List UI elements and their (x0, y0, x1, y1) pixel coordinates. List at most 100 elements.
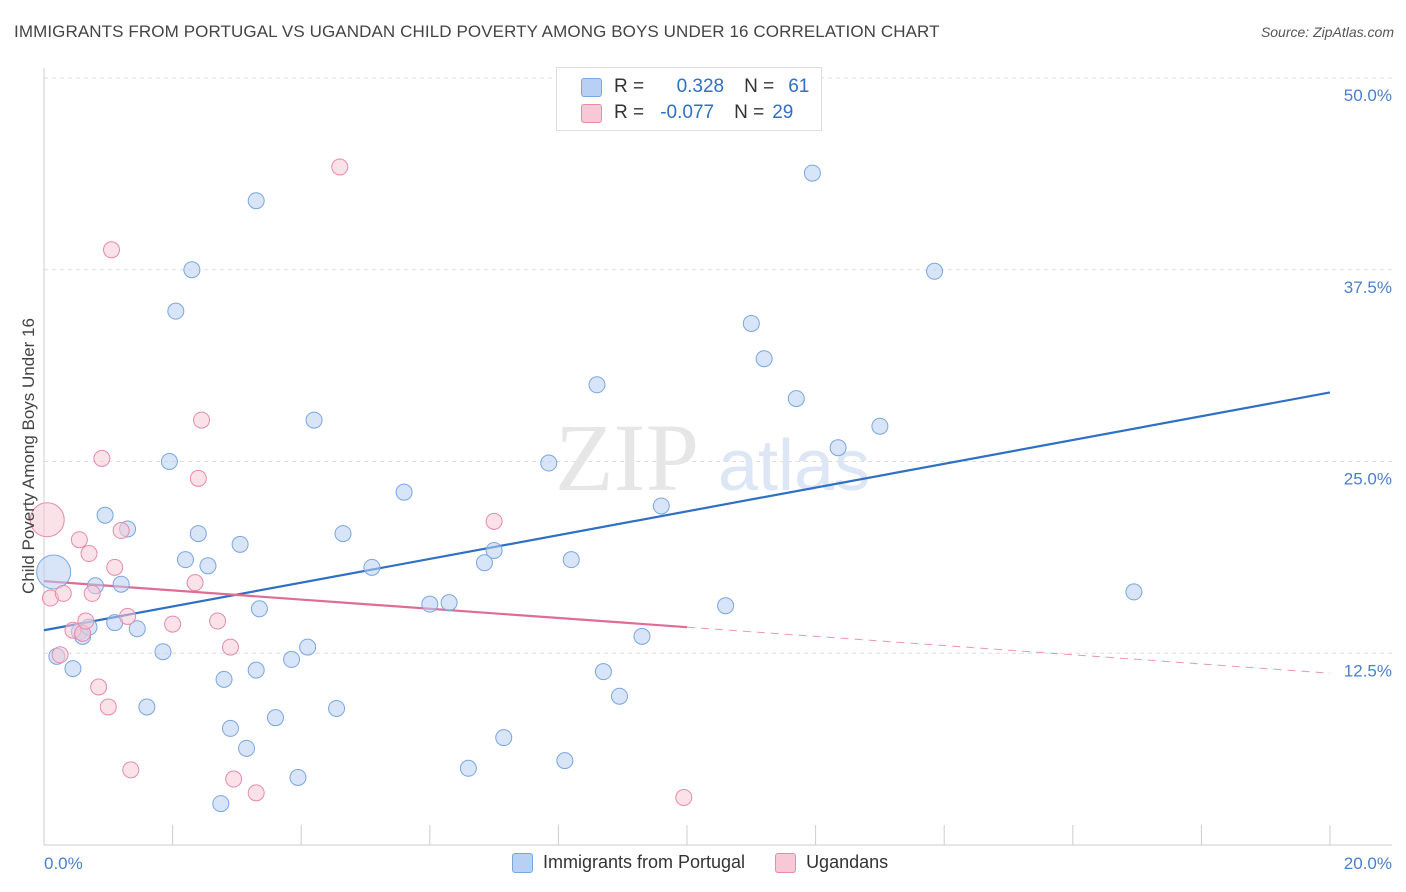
data-point (363, 558, 381, 576)
data-point (119, 607, 137, 625)
swatch-ugandans (581, 103, 602, 123)
data-point (93, 449, 111, 467)
legend-item-ugandans: Ugandans (775, 852, 888, 873)
data-point (36, 554, 72, 590)
data-point (199, 557, 217, 575)
x-tick-label: 0.0% (44, 854, 83, 873)
data-point (485, 541, 503, 559)
data-point (250, 600, 268, 618)
r-label: R = (614, 102, 645, 123)
data-point (299, 638, 317, 656)
data-point (186, 574, 204, 592)
data-point (289, 769, 307, 787)
data-point (610, 687, 628, 705)
data-point (231, 535, 249, 553)
legend-row-ugandans: R = -0.077 N = 29 (581, 101, 793, 125)
data-point (112, 575, 130, 593)
data-point (283, 650, 301, 668)
data-point (160, 453, 178, 470)
data-point (440, 594, 458, 612)
y-axis-label: Child Poverty Among Boys Under 16 (19, 318, 38, 594)
data-point (221, 719, 239, 737)
data-point (475, 554, 493, 572)
data-point (247, 784, 265, 802)
data-point (485, 512, 503, 530)
data-point (183, 261, 201, 279)
data-point (96, 506, 114, 524)
data-point (594, 663, 612, 681)
data-point (328, 699, 346, 717)
legend-label-portugal: Immigrants from Portugal (543, 852, 746, 872)
data-point (787, 390, 805, 408)
data-point (99, 698, 117, 716)
data-point (1125, 583, 1143, 601)
legend-row-portugal: R = 0.328 N = 61 (581, 75, 809, 99)
data-point (70, 531, 88, 549)
y-tick-label: 12.5% (1344, 661, 1392, 680)
trend-line (43, 391, 1331, 632)
y-tick-label: 37.5% (1344, 278, 1392, 297)
watermark-zip: ZIP (555, 404, 699, 511)
watermark-atlas: atlas (718, 426, 870, 506)
data-point (103, 241, 121, 259)
data-point (334, 525, 352, 543)
data-point (633, 627, 651, 645)
data-point (221, 638, 239, 656)
data-point (189, 525, 207, 543)
data-point (167, 302, 185, 320)
chart-title: IMMIGRANTS FROM PORTUGAL VS UGANDAN CHIL… (14, 22, 940, 41)
data-point (122, 761, 140, 779)
data-point (305, 411, 323, 429)
n-label: N = (734, 102, 765, 123)
data-point (51, 646, 69, 664)
tick-labels: 12.5% 25.0% 37.5% 50.0% 0.0% 20.0% (44, 86, 1392, 873)
data-point (225, 770, 243, 788)
y-tick-label: 25.0% (1344, 470, 1392, 489)
data-point (871, 417, 889, 435)
trend-lines (43, 391, 1331, 674)
x-tick-label: 20.0% (1344, 854, 1392, 873)
legend-swatch-ugandans (775, 852, 797, 873)
data-point (803, 164, 821, 182)
data-point (588, 376, 606, 394)
data-point (495, 729, 513, 747)
source-label: Source: ZipAtlas.com (1260, 24, 1394, 40)
data-point (54, 584, 72, 602)
axes (43, 68, 1392, 846)
data-point (395, 483, 413, 501)
data-point (742, 314, 760, 332)
legend-label-ugandans: Ugandans (806, 852, 889, 872)
data-point (562, 551, 580, 569)
r-value: 0.328 (676, 76, 725, 97)
data-point (29, 502, 65, 538)
data-point (556, 752, 574, 770)
data-point (652, 497, 670, 515)
series-legend: Immigrants from Portugal Ugandans (512, 852, 918, 873)
data-point (238, 739, 256, 757)
r-label: R = (614, 76, 645, 97)
y-tick-label: 50.0% (1344, 86, 1392, 105)
data-point (266, 709, 284, 727)
data-point (926, 262, 944, 280)
data-point (247, 661, 265, 679)
data-point (138, 698, 156, 716)
data-point (83, 584, 101, 602)
data-point (176, 551, 194, 569)
data-point (829, 439, 847, 457)
legend-swatch-portugal (512, 852, 533, 873)
data-point (215, 670, 233, 688)
data-point (77, 612, 95, 630)
data-point (64, 660, 82, 678)
trend-line (43, 580, 688, 629)
data-point (189, 469, 207, 487)
data-point (459, 759, 477, 777)
n-value: 61 (788, 76, 810, 97)
data-point (209, 612, 227, 630)
data-point (80, 545, 98, 563)
swatch-portugal (581, 77, 602, 97)
data-point (247, 192, 265, 210)
data-point (540, 454, 558, 472)
r-value: -0.077 (660, 102, 715, 123)
trend-line-extension (686, 626, 1331, 674)
